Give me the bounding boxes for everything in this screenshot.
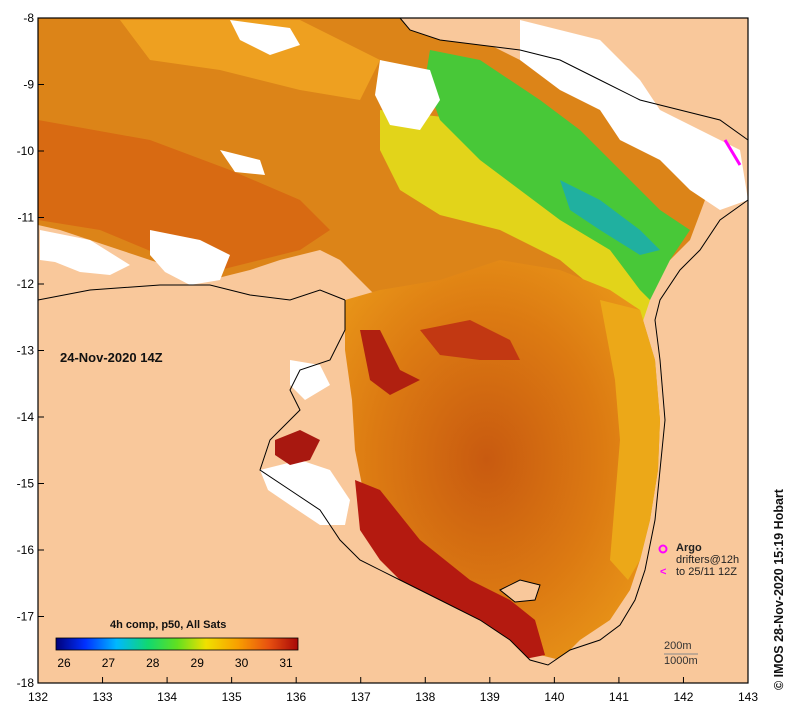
x-tick-label: 140: [544, 690, 564, 704]
colorbar-tick-label: 26: [57, 656, 71, 670]
y-tick-label: -17: [17, 610, 35, 624]
x-tick-label: 136: [286, 690, 306, 704]
x-axis: 132 133 134 135 136 137 138 139 140 141 142 143: [28, 677, 758, 704]
drifter-arrow-icon: <: [660, 566, 667, 578]
y-tick-label: -15: [17, 477, 35, 491]
x-tick-label: 137: [351, 690, 371, 704]
arnhem-land: [38, 200, 748, 683]
cape-york: [658, 200, 748, 683]
x-tick-label: 141: [609, 690, 629, 704]
x-tick-label: 134: [157, 690, 177, 704]
x-tick-label: 143: [738, 690, 758, 704]
scale-label-1000m: 1000m: [664, 655, 698, 667]
west-coast-hot: [275, 430, 320, 465]
colorbar-tick-label: 27: [102, 656, 116, 670]
drifter-legend: Argo drifters@12h < to 25/11 12Z: [660, 542, 739, 578]
gulf-center-hot: [420, 320, 520, 360]
y-axis: -8 -9 -10 -11 -12 -13 -14 -15 -16 -17 -18: [17, 11, 44, 690]
argo-track-icon: [723, 139, 742, 166]
y-tick-label: -12: [17, 277, 35, 291]
drifters-date: to 25/11 12Z: [676, 566, 737, 578]
timestamp-label: 24-Nov-2020 14Z: [60, 350, 163, 365]
colorbar-tick-label: 31: [279, 656, 293, 670]
y-tick-label: -9: [23, 78, 34, 92]
argo-label: Argo: [676, 542, 702, 554]
colorbar-title: 4h comp, p50, All Sats: [110, 619, 227, 631]
arafura-light-band: [120, 20, 380, 100]
cool-water-yellow: [380, 110, 650, 330]
coastlines: [37, 17, 749, 666]
scale-label-200m: 200m: [664, 640, 692, 652]
y-tick-label: -10: [17, 144, 35, 158]
x-tick-label: 138: [415, 690, 435, 704]
papua-new-guinea: [400, 18, 748, 140]
colorbar-tick-label: 29: [191, 656, 205, 670]
colorbar-tick-label: 28: [146, 656, 160, 670]
cool-water-teal: [560, 180, 660, 255]
credit-label: © IMOS 28-Nov-2020 15:19 Hobart: [772, 489, 786, 690]
drifters-label: drifters@12h: [676, 554, 740, 566]
y-tick-label: -8: [23, 11, 34, 25]
gulf-east-yellow: [600, 300, 660, 580]
colorbar-tick-label: 30: [235, 656, 249, 670]
gulf-west-hot: [360, 330, 420, 395]
argo-float-icon: [658, 544, 668, 554]
y-tick-label: -14: [17, 410, 35, 424]
colorbar: [55, 637, 299, 651]
x-tick-label: 142: [673, 690, 693, 704]
x-tick-label: 133: [93, 690, 113, 704]
arafura-west-band: [38, 120, 330, 270]
drifters-date-row: < to 25/11 12Z: [660, 566, 739, 578]
gulf-southwest-hot: [355, 480, 545, 660]
y-tick-label: -13: [17, 344, 35, 358]
y-tick-label: -16: [17, 543, 35, 557]
y-tick-label: -18: [17, 676, 35, 690]
x-tick-label: 139: [480, 690, 500, 704]
colorbar-ticks: 26 27 28 29 30 31: [57, 656, 293, 670]
x-tick-label: 132: [28, 690, 48, 704]
x-tick-label: 135: [222, 690, 242, 704]
y-tick-label: -11: [18, 211, 35, 225]
